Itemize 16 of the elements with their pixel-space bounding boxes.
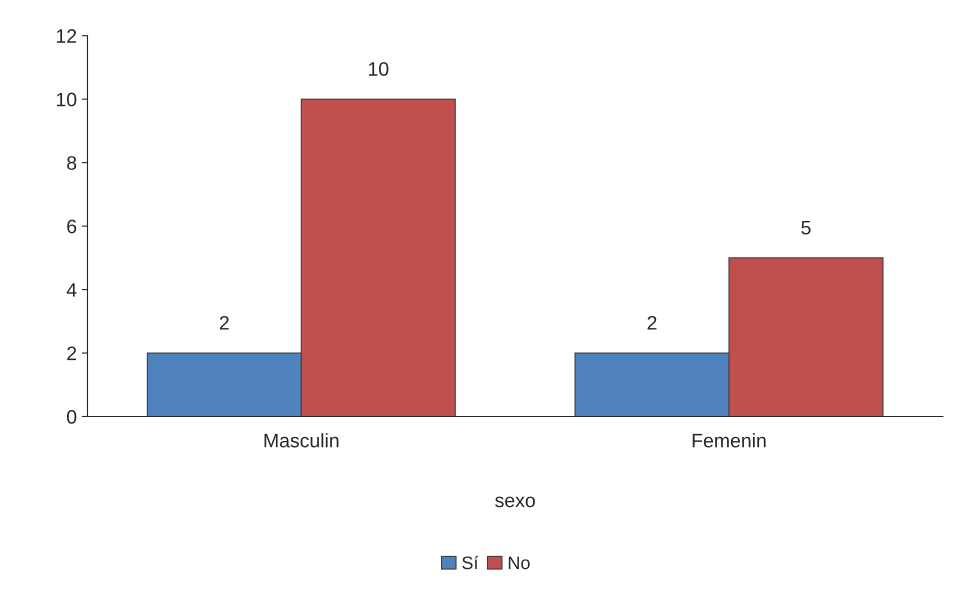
x-tick-label: Femenin (692, 433, 766, 448)
y-tick-label: 6 (67, 220, 76, 234)
legend-label: No (508, 556, 530, 570)
y-tick-label: 4 (66, 283, 76, 297)
y-tick-label: 0 (67, 410, 76, 424)
y-tick-label: 8 (67, 156, 76, 170)
y-tick-label: 2 (67, 346, 76, 360)
data-label: 2 (220, 316, 229, 330)
legend-label: Sí (462, 556, 478, 570)
data-label: 2 (648, 316, 656, 330)
y-tick-label: 10 (56, 92, 76, 106)
y-tick-label: 12 (56, 29, 76, 43)
data-label: 10 (368, 62, 388, 76)
x-tick-label: Masculin (264, 433, 338, 448)
x-axis-title: sexo (495, 496, 535, 508)
data-label: 5 (801, 220, 811, 235)
